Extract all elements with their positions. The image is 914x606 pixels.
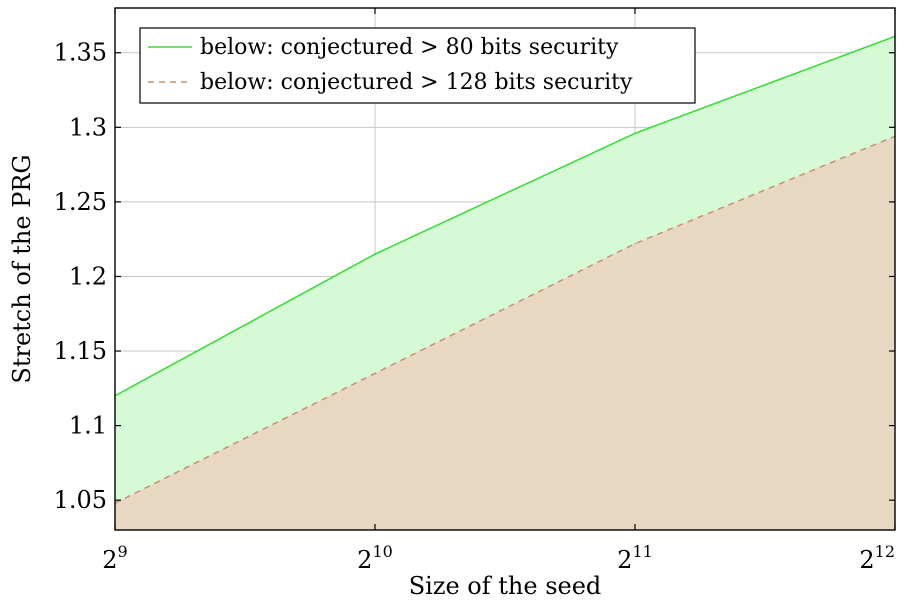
y-tick-label: 1.35 [54, 39, 107, 67]
y-tick-label: 1.1 [69, 412, 107, 440]
data-point-series-1 [634, 242, 636, 245]
x-tick-labels: 29 210 211 212 [102, 542, 895, 574]
x-axis-label: Size of the seed [409, 572, 602, 600]
y-axis-label: Stretch of the PRG [8, 154, 36, 383]
legend-box [139, 27, 696, 104]
series-fills [115, 36, 895, 530]
legend-label-80-bits: below: conjectured > 80 bits security [200, 35, 619, 60]
x-tick-label: 210 [357, 542, 393, 574]
y-tick-label: 1.2 [69, 262, 107, 290]
y-tick-label: 1.25 [54, 188, 107, 216]
series-line-0 [114, 35, 896, 397]
x-tick-exponent: 9 [118, 542, 128, 561]
plot-frame [114, 7, 896, 531]
x-tick-label: 29 [102, 542, 127, 574]
series-fill-1 [115, 136, 895, 530]
y-tick-labels: 1.05 1.1 1.15 1.2 1.25 1.3 1.35 [54, 39, 107, 514]
series-line-1 [114, 135, 896, 504]
x-tick-label: 211 [617, 542, 653, 574]
axis-ticks [114, 8, 896, 530]
y-tick-label: 1.15 [54, 337, 107, 365]
data-point-series-1 [374, 372, 376, 375]
data-point-series-0 [634, 132, 636, 135]
data-point-series-0 [374, 253, 376, 255]
legend: below: conjectured > 80 bits security be… [139, 27, 696, 104]
y-tick-label: 1.05 [54, 486, 107, 514]
x-tick-label: 212 [859, 542, 895, 574]
x-tick-exponent: 11 [632, 542, 652, 561]
legend-label-128-bits: below: conjectured > 128 bits security [200, 70, 633, 95]
x-tick-exponent: 10 [372, 542, 392, 561]
y-tick-label: 1.3 [69, 113, 107, 141]
x-tick-exponent: 12 [875, 542, 895, 561]
